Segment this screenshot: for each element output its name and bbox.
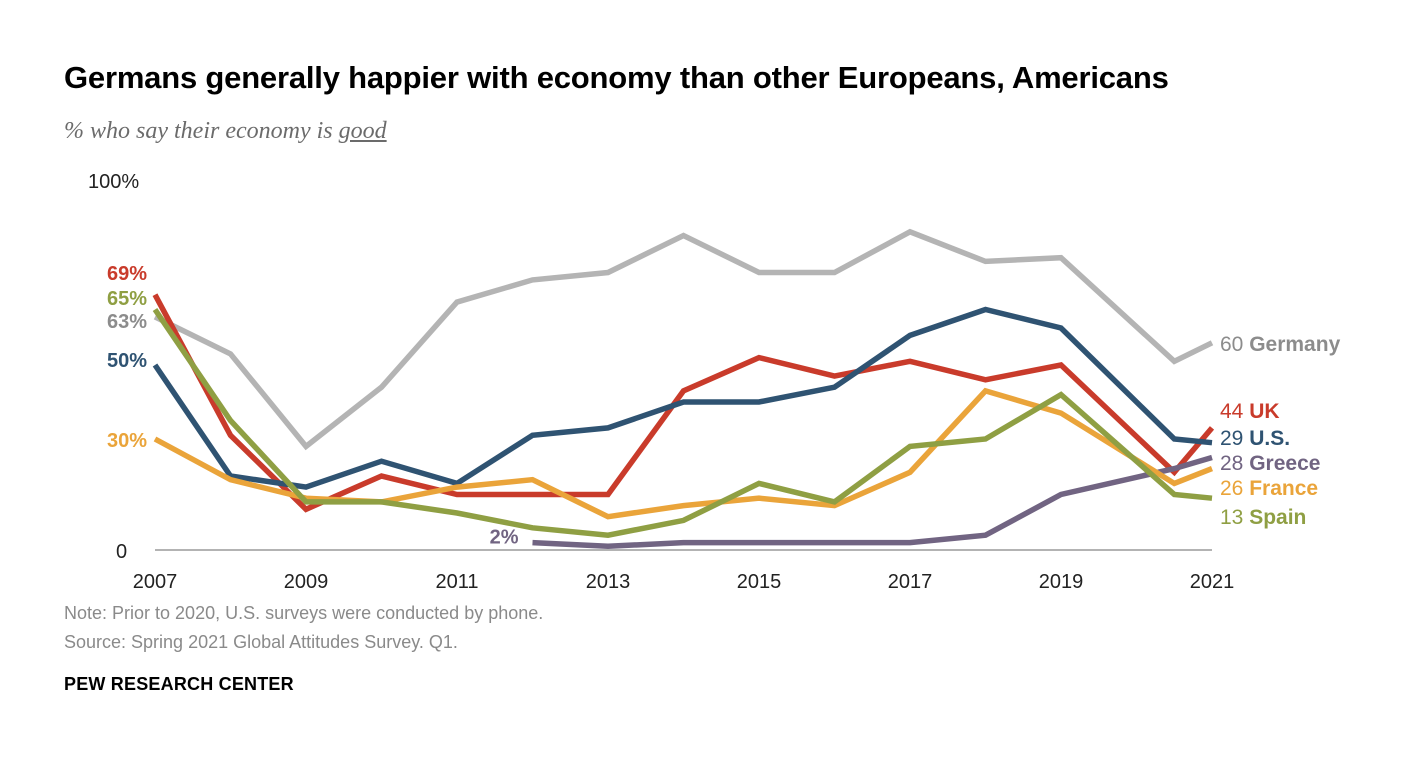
end-label-france: 26 France bbox=[1220, 477, 1318, 500]
start-label-spain: 65% bbox=[107, 288, 147, 310]
x-tick-label-2009: 2009 bbox=[284, 571, 329, 593]
series-line-spain bbox=[152, 307, 1213, 538]
subtitle-prefix: % who say their economy is bbox=[64, 118, 333, 144]
start-label-uk: 69% bbox=[107, 263, 147, 285]
x-tick-label-2011: 2011 bbox=[435, 571, 478, 593]
chart-subtitle: % who say their economy is good bbox=[64, 118, 387, 145]
end-label-greece: 28 Greece bbox=[1220, 452, 1320, 475]
x-tick-label-2015: 2015 bbox=[737, 571, 782, 593]
x-tick-label-2007: 2007 bbox=[133, 571, 178, 593]
y-tick-label-100: 100% bbox=[88, 171, 139, 193]
end-label-germany: 60 Germany bbox=[1220, 333, 1341, 356]
x-tick-label-2017: 2017 bbox=[888, 571, 933, 593]
end-value-spain: 13 bbox=[1220, 506, 1249, 529]
end-name-spain: Spain bbox=[1249, 506, 1306, 529]
end-label-spain: 13 Spain bbox=[1220, 506, 1306, 529]
y-tick-label-0: 0 bbox=[116, 541, 127, 563]
start-label-u-s: 50% bbox=[107, 350, 147, 372]
series-line-u-s bbox=[152, 306, 1213, 490]
x-tick-label-2021: 2021 bbox=[1190, 571, 1235, 593]
end-value-france: 26 bbox=[1220, 477, 1249, 500]
end-name-france: France bbox=[1249, 477, 1318, 500]
start-label-greece: 2% bbox=[490, 527, 519, 549]
end-value-uk: 44 bbox=[1220, 400, 1249, 423]
brand-name: PEW RESEARCH CENTER bbox=[64, 674, 294, 694]
end-label-uk: 44 UK bbox=[1220, 400, 1280, 423]
chart-note: Note: Prior to 2020, U.S. surveys were c… bbox=[64, 603, 544, 623]
end-name-greece: Greece bbox=[1249, 452, 1320, 475]
end-name-uk: UK bbox=[1249, 400, 1279, 423]
end-value-greece: 28 bbox=[1220, 452, 1249, 475]
end-value-u-s: 29 bbox=[1220, 427, 1249, 450]
end-name-germany: Germany bbox=[1249, 333, 1340, 356]
end-name-u-s: U.S. bbox=[1249, 427, 1290, 450]
start-label-france: 30% bbox=[107, 430, 147, 452]
x-tick-label-2019: 2019 bbox=[1039, 571, 1084, 593]
chart-lines bbox=[152, 228, 1215, 550]
subtitle-emphasis: good bbox=[338, 118, 387, 144]
chart-source: Source: Spring 2021 Global Attitudes Sur… bbox=[64, 632, 458, 652]
end-label-u-s: 29 U.S. bbox=[1220, 427, 1290, 450]
x-tick-label-2013: 2013 bbox=[586, 571, 631, 593]
chart-title: Germans generally happier with economy t… bbox=[64, 60, 1169, 95]
chart-axes: 100% 0 2007 2009 2011 2013 2015 2017 2019 2021 bbox=[88, 171, 1234, 593]
end-value-germany: 60 bbox=[1220, 333, 1249, 356]
series-line-germany bbox=[153, 228, 1214, 451]
series-line-greece bbox=[532, 454, 1213, 550]
start-label-germany: 63% bbox=[107, 311, 147, 333]
